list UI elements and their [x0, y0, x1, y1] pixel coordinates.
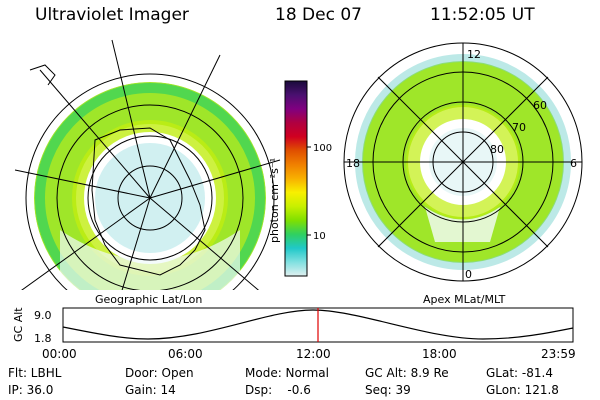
instrument-title: Ultraviolet Imager [35, 5, 189, 25]
magnetic-aurora-image: 12 0 18 6 60 70 80 [343, 42, 583, 282]
coastline [91, 127, 206, 276]
colorbar-tick-10: 10 [313, 231, 326, 242]
geographic-aurora-image [14, 39, 281, 290]
mlt-label-0: 0 [465, 268, 472, 281]
time-tick-0000: 00:00 [42, 347, 77, 361]
image-time: 11:52:05 UT [430, 5, 535, 25]
mlt-label-6: 6 [570, 157, 577, 170]
altitude-ylabel: GC Alt [12, 307, 25, 342]
mlat-label-60: 60 [533, 99, 547, 112]
status-mode: Mode: Normal [245, 366, 329, 380]
status-seq: Seq: 39 [365, 383, 411, 397]
altitude-ytick-high: 9.0 [34, 309, 52, 322]
orbit-altitude-curve [62, 309, 574, 340]
colorbar: 100 10 photon cm⁻²s⁻¹ [268, 80, 332, 277]
status-glat: GLat: -81.4 [486, 366, 553, 380]
colorbar-unit-label: photon cm⁻²s⁻¹ [268, 158, 281, 243]
altitude-ytick-low: 1.8 [34, 332, 52, 345]
status-glon: GLon: 121.8 [486, 383, 559, 397]
time-tick-0600: 06:00 [168, 347, 203, 361]
mlt-label-12: 12 [467, 48, 481, 61]
altitude-plot: 9.0 1.8 GC Alt [12, 307, 574, 345]
mlat-label-80: 80 [490, 143, 504, 156]
status-filter: Flt: LBHL [8, 366, 62, 380]
time-tick-1800: 18:00 [422, 347, 457, 361]
status-gc-alt: GC Alt: 8.9 Re [365, 366, 449, 380]
mlat-label-70: 70 [512, 121, 526, 134]
status-gain: Gain: 14 [125, 383, 176, 397]
colorbar-scale [284, 80, 308, 277]
image-date: 18 Dec 07 [275, 5, 362, 25]
time-tick-1200: 12:00 [296, 347, 331, 361]
status-dsp: Dsp: -0.6 [245, 383, 311, 397]
right-panel-label: Apex MLat/MLT [423, 293, 506, 306]
colorbar-tick-100: 100 [313, 143, 332, 154]
status-ip: IP: 36.0 [8, 383, 54, 397]
status-door: Door: Open [125, 366, 194, 380]
left-panel-label: Geographic Lat/Lon [95, 293, 203, 306]
mlt-label-18: 18 [346, 157, 360, 170]
time-tick-2359: 23:59 [541, 347, 576, 361]
